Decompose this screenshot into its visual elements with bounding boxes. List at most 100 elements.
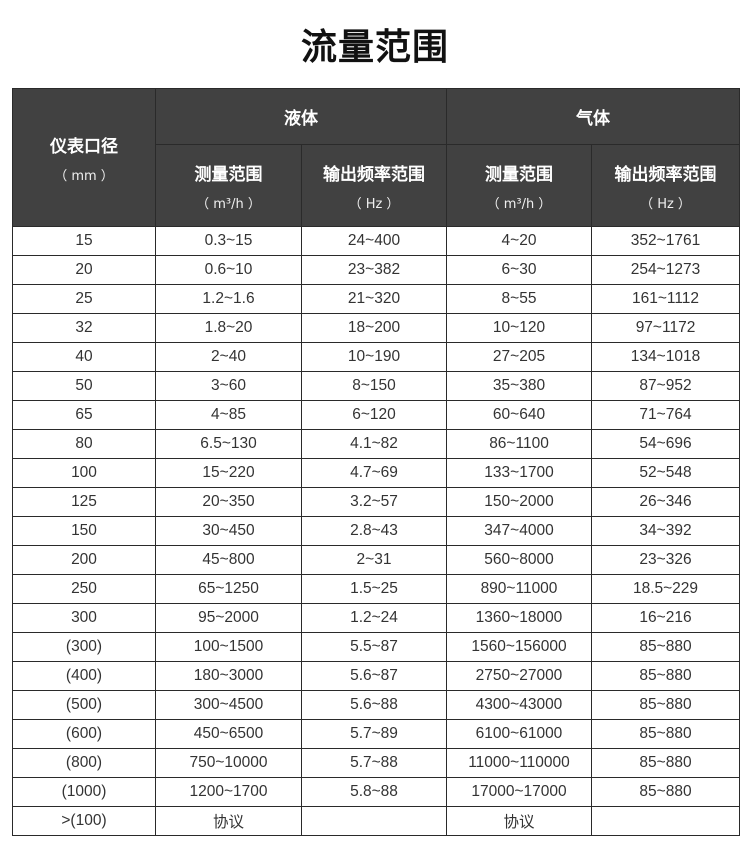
table-row: (300) 100~1500 5.5~87 1560~156000 85~880 [12,632,740,662]
header-unit: （ m³/h ） [196,196,261,212]
cell-liquid-range: 30~450 [155,516,302,546]
cell-liquid-freq: 2.8~43 [301,516,447,546]
cell-diameter: >(100) [12,806,156,836]
cell-diameter: (400) [12,661,156,691]
cell-gas-range: 27~205 [446,342,592,372]
cell-gas-range: 8~55 [446,284,592,314]
cell-liquid-freq: 10~190 [301,342,447,372]
cell-diameter: 80 [12,429,156,459]
cell-gas-range: 4300~43000 [446,690,592,720]
cell-liquid-freq: 5.5~87 [301,632,447,662]
cell-liquid-range: 0.3~15 [155,226,302,256]
table-row: 80 6.5~130 4.1~82 86~1100 54~696 [12,429,740,459]
cell-liquid-range: 2~40 [155,342,302,372]
flow-range-table: 仪表口径 （ mm ） 液体 气体 测量范围 （ m³/h ） 输出频率范围 （ H… [12,88,740,836]
table-row: >(100) 协议 协议 [12,806,740,836]
cell-gas-freq: 87~952 [591,371,740,401]
cell-gas-range: 6~30 [446,255,592,285]
cell-liquid-freq: 4.7~69 [301,458,447,488]
cell-diameter: (600) [12,719,156,749]
cell-gas-range: 4~20 [446,226,592,256]
cell-liquid-range: 15~220 [155,458,302,488]
cell-gas-freq: 85~880 [591,690,740,720]
cell-diameter: 32 [12,313,156,343]
cell-gas-freq: 352~1761 [591,226,740,256]
header-diameter-unit: （ mm ） [54,168,114,184]
cell-liquid-range: 100~1500 [155,632,302,662]
cell-gas-freq: 254~1273 [591,255,740,285]
table-row: (1000) 1200~1700 5.8~88 17000~17000 85~880 [12,777,740,807]
cell-liquid-freq: 1.2~24 [301,603,447,633]
table-row: 250 65~1250 1.5~25 890~11000 18.5~229 [12,574,740,604]
table-row: 15 0.3~15 24~400 4~20 352~1761 [12,226,740,256]
cell-diameter: 25 [12,284,156,314]
table-row: 50 3~60 8~150 35~380 87~952 [12,371,740,401]
cell-gas-freq: 161~1112 [591,284,740,314]
cell-gas-freq: 71~764 [591,400,740,430]
cell-liquid-range: 4~85 [155,400,302,430]
cell-gas-freq: 54~696 [591,429,740,459]
table-row: (500) 300~4500 5.6~88 4300~43000 85~880 [12,690,740,720]
cell-gas-freq: 16~216 [591,603,740,633]
cell-liquid-range: 180~3000 [155,661,302,691]
cell-liquid-range: 6.5~130 [155,429,302,459]
cell-liquid-freq: 24~400 [301,226,447,256]
cell-liquid-freq: 4.1~82 [301,429,447,459]
header-unit: （ m³/h ） [486,196,552,212]
table-row: 40 2~40 10~190 27~205 134~1018 [12,342,740,372]
table-row: 150 30~450 2.8~43 347~4000 34~392 [12,516,740,546]
cell-gas-range: 35~380 [446,371,592,401]
header-label: 输出频率范围 [614,164,717,185]
cell-gas-range: 60~640 [446,400,592,430]
cell-diameter: 50 [12,371,156,401]
cell-diameter: 125 [12,487,156,517]
cell-liquid-range: 95~2000 [155,603,302,633]
header-liquid-freq: 输出频率范围 （ Hz ） [301,144,447,227]
cell-diameter: (500) [12,690,156,720]
cell-diameter: 20 [12,255,156,285]
cell-gas-freq: 18.5~229 [591,574,740,604]
cell-gas-freq: 23~326 [591,545,740,575]
cell-diameter: (1000) [12,777,156,807]
cell-gas-range: 1560~156000 [446,632,592,662]
header-liquid-range: 测量范围 （ m³/h ） [155,144,302,227]
cell-gas-range: 协议 [446,806,592,836]
header-liquid: 液体 [155,88,447,145]
cell-liquid-range: 3~60 [155,371,302,401]
header-gas-range: 测量范围 （ m³/h ） [446,144,592,227]
cell-liquid-range: 1200~1700 [155,777,302,807]
cell-liquid-range: 300~4500 [155,690,302,720]
cell-gas-range: 17000~17000 [446,777,592,807]
header-label: 输出频率范围 [323,164,425,185]
cell-gas-range: 890~11000 [446,574,592,604]
cell-diameter: (800) [12,748,156,778]
cell-diameter: 40 [12,342,156,372]
table-row: (800) 750~10000 5.7~88 11000~110000 85~880 [12,748,740,778]
cell-gas-freq: 34~392 [591,516,740,546]
cell-gas-range: 1360~18000 [446,603,592,633]
cell-liquid-range: 0.6~10 [155,255,302,285]
cell-liquid-freq: 23~382 [301,255,447,285]
cell-gas-range: 6100~61000 [446,719,592,749]
cell-liquid-freq [301,806,447,836]
page-title: 流量范围 [300,27,449,68]
cell-diameter: 100 [12,458,156,488]
cell-liquid-freq: 5.7~89 [301,719,447,749]
cell-liquid-freq: 2~31 [301,545,447,575]
cell-liquid-freq: 5.6~87 [301,661,447,691]
header-diameter: 仪表口径 （ mm ） [12,88,156,227]
cell-liquid-freq: 6~120 [301,400,447,430]
cell-liquid-freq: 3.2~57 [301,487,447,517]
cell-liquid-range: 20~350 [155,487,302,517]
cell-gas-range: 2750~27000 [446,661,592,691]
table-body: 15 0.3~15 24~400 4~20 352~1761 20 0.6~10 23~382… [12,226,740,836]
header-label: 测量范围 [485,164,553,185]
table-row: 300 95~2000 1.2~24 1360~18000 16~216 [12,603,740,633]
cell-liquid-range: 1.8~20 [155,313,302,343]
cell-diameter: 250 [12,574,156,604]
cell-liquid-range: 750~10000 [155,748,302,778]
cell-gas-range: 86~1100 [446,429,592,459]
cell-gas-freq: 85~880 [591,661,740,691]
header-gas: 气体 [446,88,740,145]
cell-gas-range: 560~8000 [446,545,592,575]
